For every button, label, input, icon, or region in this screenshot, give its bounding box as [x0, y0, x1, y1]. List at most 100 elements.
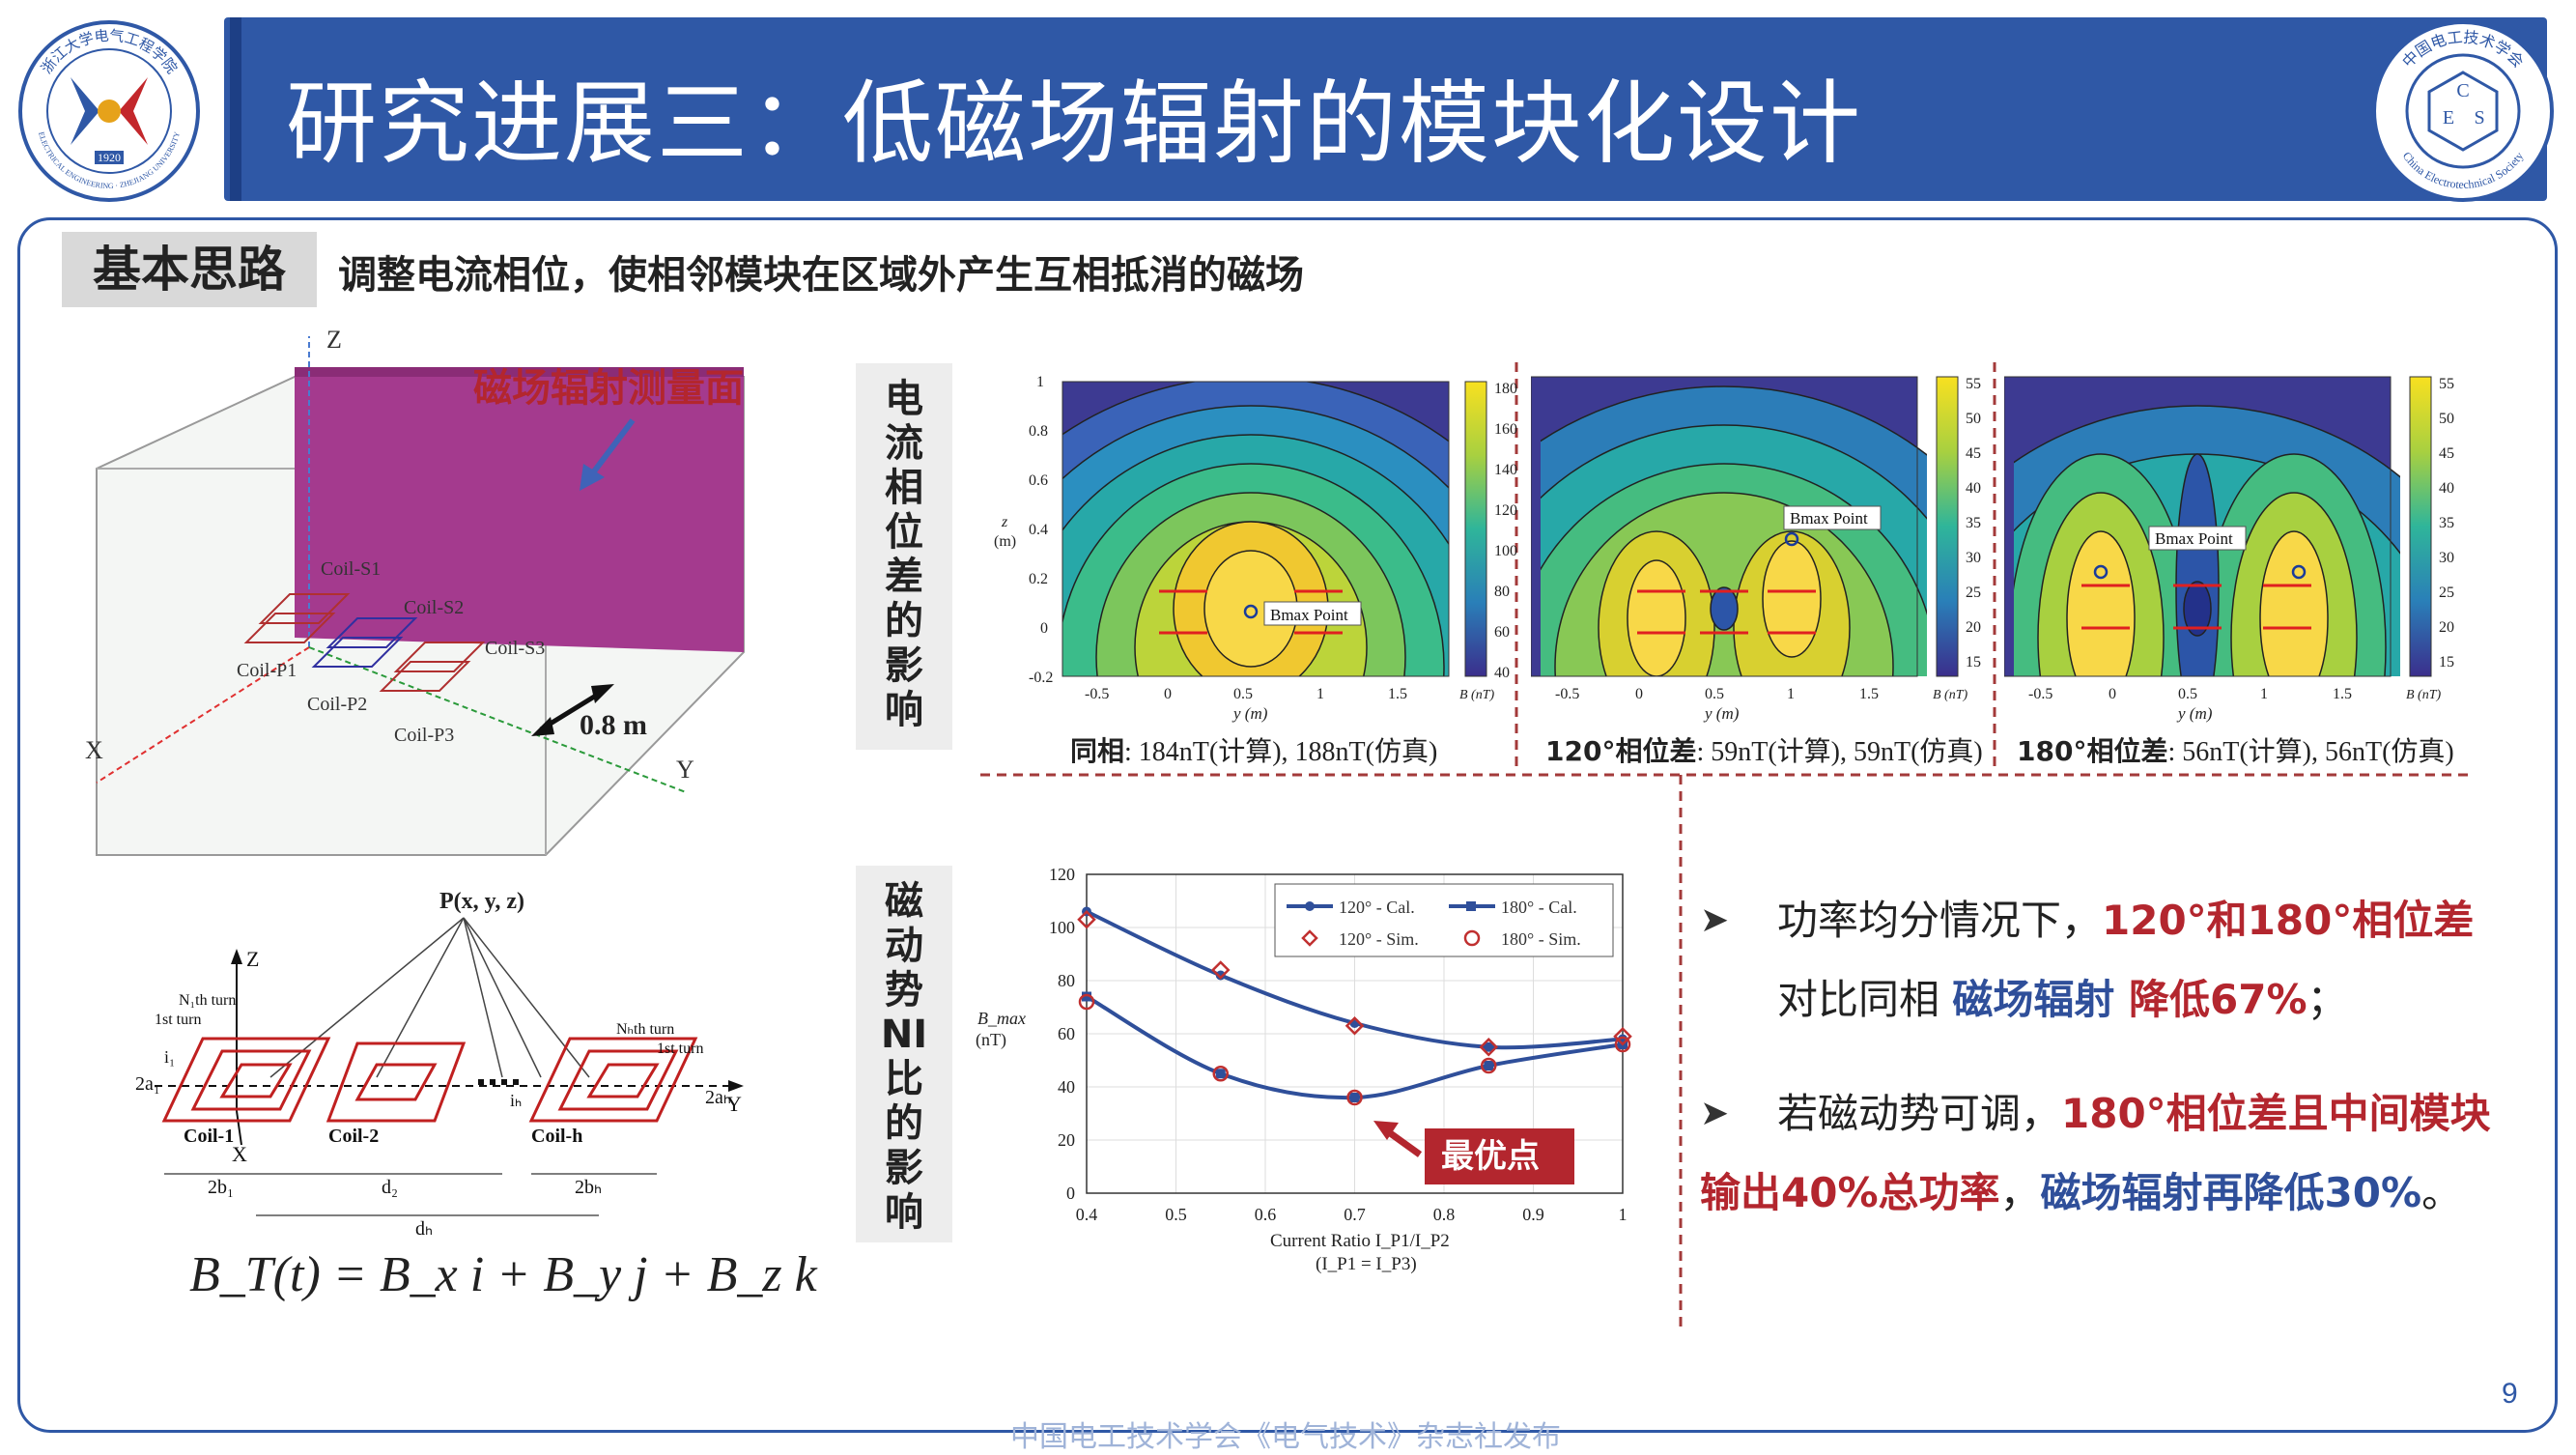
- ni-ratio-influence-label: 磁 动 势 NI 比 的 影 响: [856, 866, 952, 1242]
- x-tick: -0.5: [1555, 686, 1579, 702]
- cbar-tick: 20: [1966, 619, 1981, 636]
- cbar-tick: 100: [1494, 543, 1517, 559]
- bullet-text: 对比同相: [1777, 976, 1953, 1023]
- chart-x-tick: 0.8: [1433, 1205, 1456, 1224]
- diag-z: Z: [246, 947, 259, 971]
- chart-sim-marker: [1212, 1066, 1229, 1082]
- dim-dh: dₕ: [415, 1218, 433, 1240]
- bmax-marker-1: Bmax Point: [1270, 606, 1348, 624]
- chart-point: [1215, 970, 1226, 981]
- phase-char: 差: [885, 555, 923, 599]
- chart-sim-marker: [1481, 1057, 1497, 1074]
- chart-point: [1215, 1069, 1226, 1079]
- phase-char: 的: [885, 599, 923, 643]
- phase-influence-label: 电 流 相 位 差 的 影 响: [856, 363, 952, 750]
- y-tick: 0.8: [1029, 423, 1048, 440]
- cbar-tick: 40: [2439, 480, 2454, 497]
- x-tick: 0: [1635, 686, 1643, 702]
- turn-label-nh: Nₕth turn: [616, 1021, 674, 1038]
- cbar-tick: 160: [1494, 421, 1517, 438]
- chart-sim-marker: [1345, 1015, 1365, 1036]
- diag-x: X: [232, 1142, 247, 1166]
- chart-x-tick: 0.7: [1344, 1205, 1366, 1224]
- cbar-tick: 50: [1966, 411, 1981, 427]
- ni-char: 比: [885, 1057, 923, 1101]
- cbar-tick: 30: [1966, 550, 1981, 566]
- cbar-tick: 25: [1966, 585, 1981, 601]
- x-tick: 0: [2109, 686, 2116, 702]
- x-label: y (m): [1703, 704, 1740, 723]
- bullet-highlight: 降低67%: [2114, 976, 2307, 1023]
- chart-y-tick: 60: [1058, 1024, 1075, 1043]
- ni-char: NI: [880, 1013, 928, 1057]
- dim-2bh: 2bₕ: [575, 1177, 602, 1198]
- legend-120-sim: 120° - Sim.: [1339, 929, 1419, 949]
- caption-180deg: 180°相位差: 56nT(计算), 56nT(仿真): [2017, 730, 2454, 769]
- cbar-tick: 80: [1494, 584, 1510, 600]
- chart-y-tick: 20: [1058, 1130, 1075, 1150]
- coil-h-label: Coil-h: [531, 1126, 582, 1147]
- chart-ylabel: B_max: [977, 1009, 1026, 1028]
- legend-180-sim: 180° - Sim.: [1501, 929, 1581, 949]
- coil-p2-label: Coil-P2: [307, 694, 367, 715]
- x-tick: 0.5: [2178, 686, 2197, 702]
- dim-2a1: 2a₁: [135, 1073, 160, 1095]
- legend-180-cal: 180° - Cal.: [1501, 898, 1577, 917]
- bullet-text: 。: [2421, 1169, 2463, 1216]
- cbar-tick: 60: [1494, 624, 1510, 641]
- phase-char: 影: [885, 643, 923, 688]
- x-tick: 0.5: [1233, 686, 1253, 702]
- bullet-equal-power: ➤ 功率均分情况下，120°和180°相位差 对比同相 磁场辐射 降低67%；: [1700, 881, 2550, 1040]
- distance-label: 0.8 m: [580, 709, 647, 741]
- cbar-unit: B (nT): [2406, 688, 2442, 702]
- contour-plot-120deg: Bmax Point 55 50 45 40 35 30 25 20 15 B …: [1531, 376, 1981, 723]
- phase-char: 电: [885, 377, 923, 421]
- coil-2d-diagram: P(x, y, z) Z X Y Coil-1 Coil-2 Coil-h 2b…: [135, 889, 744, 1240]
- page-title: 研究进展三：低磁场辐射的模块化设计: [286, 71, 1863, 177]
- zju-logo: 1920 浙江大学电气工程学院 ELECTRICAL ENGINEERING ·…: [17, 19, 201, 203]
- cbar-tick: 40: [1966, 480, 1981, 497]
- ni-char: 响: [885, 1190, 923, 1235]
- caption-bold: 同相: [1070, 735, 1125, 767]
- bullet-highlight: 180°相位差且中间模块: [2061, 1090, 2491, 1137]
- caption-120deg: 120°相位差: 59nT(计算), 59nT(仿真): [1545, 730, 1983, 769]
- caption-rest: : 56nT(计算), 56nT(仿真): [2167, 737, 2454, 767]
- turn-label-n1: N₁th turn: [179, 992, 236, 1009]
- bullet-highlight: 磁场辐射再降低30%: [2040, 1169, 2422, 1216]
- bullet-line: 功率均分情况下，120°和180°相位差: [1777, 881, 2550, 960]
- cbar-tick: 45: [1966, 445, 1981, 462]
- x-tick: 1: [1316, 686, 1324, 702]
- y-label-unit: (m): [994, 533, 1016, 550]
- dim-d2: d₂: [382, 1177, 398, 1198]
- y-tick: 0.2: [1029, 571, 1048, 587]
- chart-sim-marker: [1614, 1036, 1631, 1053]
- phase-char: 位: [885, 510, 923, 555]
- cbar-tick: 40: [1494, 665, 1510, 681]
- chart-y-tick: 40: [1058, 1077, 1075, 1097]
- y-label: z: [1001, 514, 1008, 530]
- y-tick: 0: [1040, 620, 1048, 637]
- bullet-arrow-icon: ➤: [1700, 1094, 1730, 1133]
- caption-inphase: 同相: 184nT(计算), 188nT(仿真): [1070, 730, 1437, 769]
- bullet-highlight: 磁场辐射: [1952, 976, 2115, 1023]
- cbar-unit: B (nT): [1933, 688, 1968, 702]
- caption-rest: : 184nT(计算), 188nT(仿真): [1124, 737, 1438, 767]
- chart-x-tick: 0.9: [1522, 1205, 1544, 1224]
- chart-series: [1077, 906, 1632, 1106]
- chart-y-ticks: 120 100 80 60 40 20 0: [1049, 865, 1075, 1203]
- chart-sim-marker: [1078, 993, 1095, 1011]
- axis-x-label: X: [85, 736, 103, 764]
- title-accent: [230, 17, 241, 201]
- x-tick: 0.5: [1705, 686, 1724, 702]
- chart-y-tick: 120: [1049, 865, 1075, 884]
- chart-y-tick: 80: [1058, 971, 1075, 990]
- bmax-marker-3: Bmax Point: [2155, 529, 2233, 548]
- ces-letter-s: S: [2474, 107, 2484, 128]
- cbar-tick: 35: [2439, 515, 2454, 531]
- ces-letter-c: C: [2456, 80, 2469, 101]
- y-tick: 1: [1036, 374, 1044, 390]
- y-tick: 0.4: [1029, 522, 1048, 538]
- y-tick: 0.6: [1029, 472, 1048, 489]
- chart-x-tick: 0.6: [1255, 1205, 1277, 1224]
- axis-y-label: Y: [676, 756, 694, 784]
